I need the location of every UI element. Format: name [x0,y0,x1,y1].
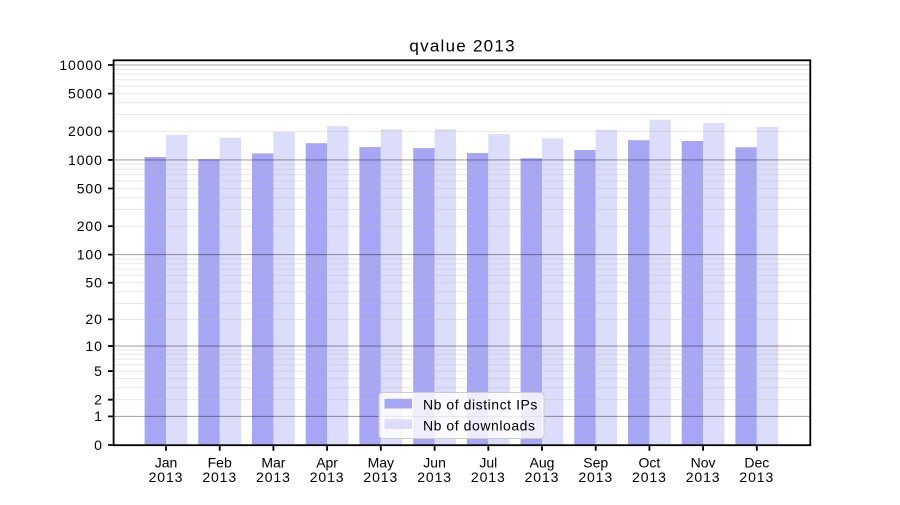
svg-text:2013: 2013 [578,469,613,485]
svg-text:May: May [368,455,394,471]
svg-text:2013: 2013 [417,469,452,485]
svg-text:100: 100 [77,246,103,262]
svg-text:1: 1 [94,408,103,424]
svg-text:2013: 2013 [256,469,291,485]
svg-text:20: 20 [85,311,102,327]
svg-text:5000: 5000 [68,85,103,101]
svg-text:qvalue 2013: qvalue 2013 [409,37,515,56]
svg-text:2013: 2013 [686,469,721,485]
svg-text:Jan: Jan [155,455,178,471]
svg-text:10000: 10000 [59,57,102,73]
svg-text:Nb of downloads: Nb of downloads [423,418,536,434]
svg-text:2013: 2013 [632,469,667,485]
svg-text:Aug: Aug [530,455,555,471]
svg-text:2000: 2000 [68,123,103,139]
svg-text:2013: 2013 [525,469,560,485]
svg-text:2013: 2013 [471,469,506,485]
svg-text:Nb of distinct IPs: Nb of distinct IPs [423,397,538,413]
svg-text:Dec: Dec [744,455,769,471]
svg-text:Jun: Jun [423,455,446,471]
svg-text:5: 5 [94,363,103,379]
svg-text:200: 200 [77,218,103,234]
svg-text:500: 500 [77,180,103,196]
svg-text:2: 2 [94,391,103,407]
svg-text:2013: 2013 [739,469,774,485]
svg-text:2013: 2013 [310,469,345,485]
svg-text:1000: 1000 [68,152,103,168]
svg-text:Feb: Feb [208,455,232,471]
svg-text:50: 50 [85,275,102,291]
svg-text:Mar: Mar [261,455,285,471]
svg-text:Nov: Nov [691,455,716,471]
svg-text:2013: 2013 [202,469,237,485]
svg-text:Jul: Jul [479,455,497,471]
svg-text:2013: 2013 [149,469,184,485]
svg-text:10: 10 [85,338,102,354]
svg-text:Apr: Apr [316,455,338,471]
svg-text:Sep: Sep [583,455,608,471]
svg-text:0: 0 [94,437,103,453]
svg-text:Oct: Oct [639,455,661,471]
svg-text:2013: 2013 [363,469,398,485]
